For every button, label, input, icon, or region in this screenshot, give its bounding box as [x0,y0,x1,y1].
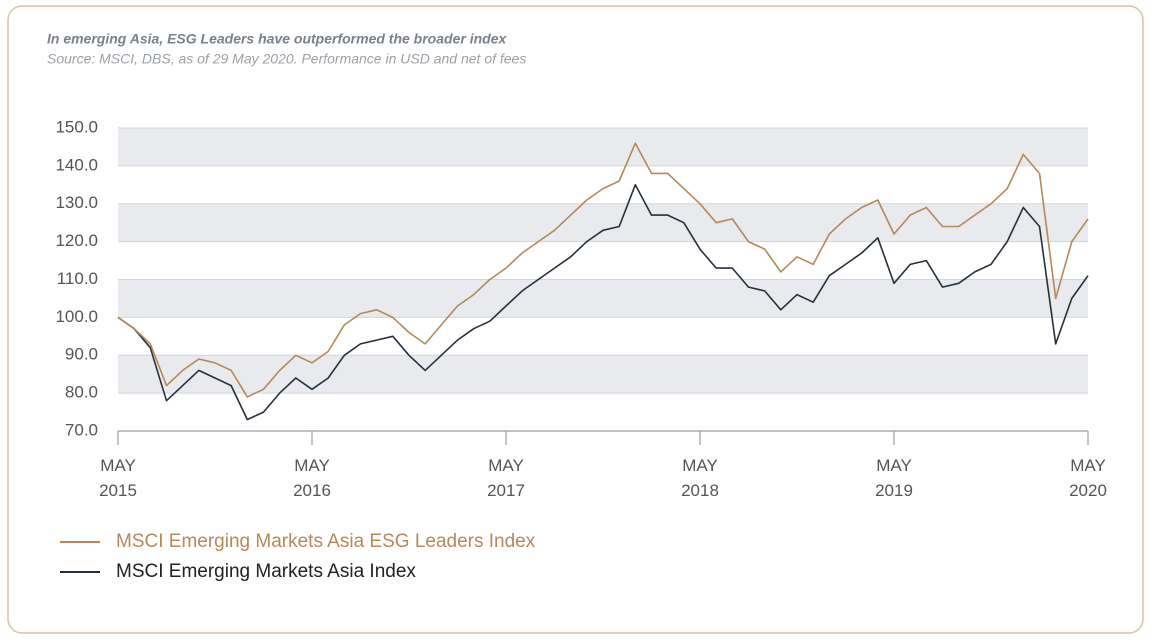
grid-band [118,279,1088,318]
grid-band [118,203,1088,242]
chart-subtitle: Source: MSCI, DBS, as of 29 May 2020. Pe… [47,51,526,67]
x-tick-label: MAY 2020 [1069,456,1107,500]
y-tick-label: 90.0 [65,345,98,364]
legend-label: MSCI Emerging Markets Asia ESG Leaders I… [116,531,536,552]
x-tick-label: MAY 2019 [875,456,913,500]
x-tick-label: MAY 2018 [681,456,719,500]
series-line [117,142,1089,398]
x-tick-label: MAY 2015 [99,456,137,500]
x-tick-label: MAY 2017 [487,456,525,500]
grid-band [118,128,1088,166]
frame [7,5,1144,634]
x-tick-label: MAY 2016 [293,456,331,500]
y-tick-label: 120.0 [55,231,98,250]
y-tick-label: 110.0 [57,269,98,288]
y-tick-label: 150.0 [55,117,98,136]
legend-label: MSCI Emerging Markets Asia Index [116,561,416,582]
y-tick-label: 80.0 [65,383,98,402]
chart-title: In emerging Asia, ESG Leaders have outpe… [47,31,507,47]
grid-band [118,355,1088,394]
y-tick-label: 70.0 [65,420,98,439]
series-line [117,184,1089,421]
y-tick-label: 140.0 [55,155,98,174]
y-tick-label: 100.0 [55,307,98,326]
y-tick-label: 130.0 [55,193,98,212]
